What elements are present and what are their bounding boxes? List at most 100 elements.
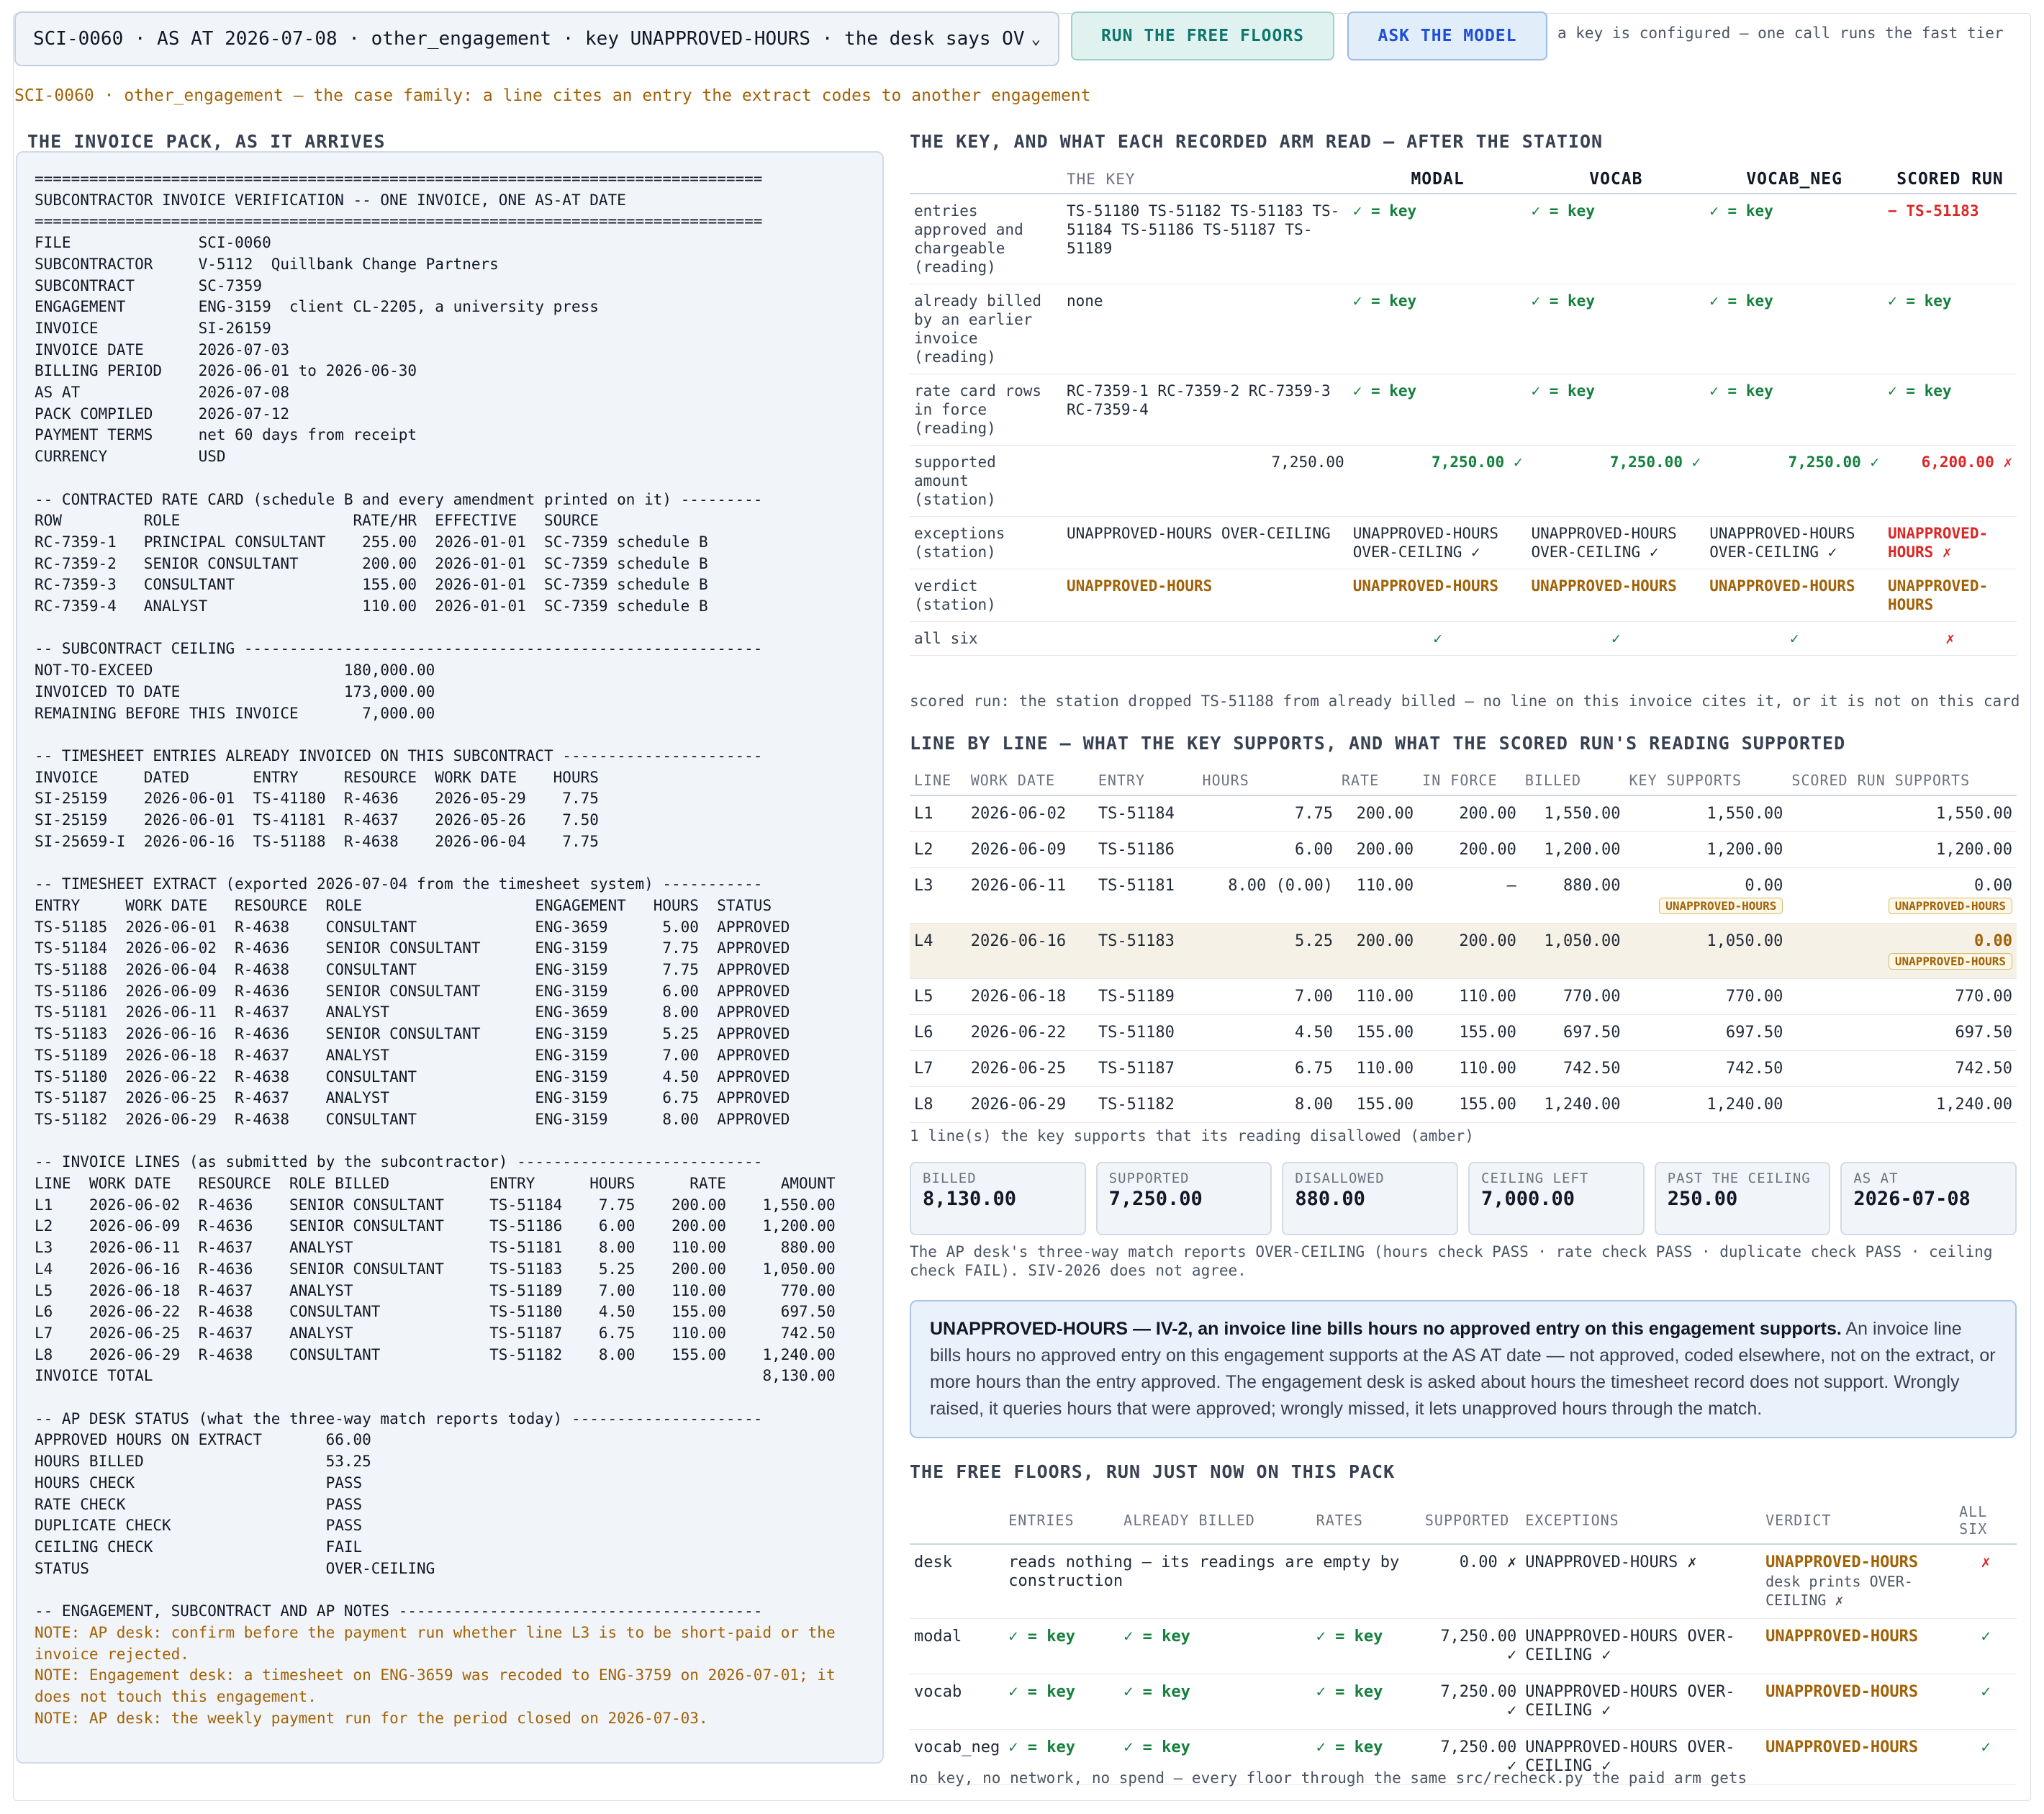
line-entry: TS-51183 <box>1093 923 1198 979</box>
floor-name: vocab <box>910 1674 1005 1730</box>
floors-heading: THE FREE FLOORS, RUN JUST NOW ON THIS PA… <box>910 1461 1396 1482</box>
line-billed: 880.00 <box>1520 867 1625 924</box>
floor-name: vocab_neg <box>910 1729 1005 1785</box>
line-date: 2026-06-02 <box>966 795 1094 832</box>
line-rate: 155.00 <box>1337 1086 1419 1123</box>
line-col-header: ENTRY <box>1093 766 1198 796</box>
line-scored-supports: 1,550.00 <box>1787 795 2017 832</box>
summary-card-value: 250.00 <box>1667 1188 1738 1210</box>
line-key-value: 1,200.00 <box>1706 841 1783 859</box>
line-line: L7 <box>910 1050 967 1087</box>
key-row-vocab: ✓ = key <box>1527 374 1706 446</box>
pack-heading: THE INVOICE PACK, AS IT ARRIVES <box>27 131 386 152</box>
line-key-supports: 742.50 <box>1624 1050 1788 1087</box>
line-hours: 5.25 <box>1198 923 1337 979</box>
line-date: 2026-06-25 <box>966 1050 1094 1087</box>
case-select[interactable]: SCI-0060 · AS AT 2026-07-08 · other_enga… <box>14 12 1059 66</box>
key-row: supported amount (station) 7,250.00 7,250.… <box>910 445 2017 517</box>
key-row-key: 7,250.00 <box>1062 445 1349 517</box>
summary-card: BILLED 8,130.00 <box>910 1162 1086 1235</box>
line-scored-supports: 0.00 UNAPPROVED-HOURS <box>1787 923 2017 979</box>
exception-callout: UNAPPROVED-HOURS — IV-2, an invoice line… <box>910 1300 2017 1438</box>
key-row-label: supported amount (station) <box>910 445 1062 517</box>
exception-pill: UNAPPROVED-HOURS <box>1888 898 2012 914</box>
line-col-header: BILLED <box>1520 766 1625 796</box>
floor-verdict: UNAPPROVED-HOURS <box>1761 1618 1955 1674</box>
key-row-scored: ✓ = key <box>1884 374 2017 446</box>
line-entry: TS-51187 <box>1093 1050 1198 1087</box>
line-date: 2026-06-22 <box>966 1014 1094 1051</box>
line-line: L3 <box>910 867 967 924</box>
line-scored-value: 742.50 <box>1955 1060 2012 1078</box>
line-key-value: 742.50 <box>1725 1060 1783 1078</box>
key-row: exceptions (station) UNAPPROVED-HOURS OVE… <box>910 516 2017 569</box>
key-row-key: UNAPPROVED-HOURS OVER-CEILING <box>1062 516 1349 569</box>
line-hours: 6.75 <box>1198 1050 1337 1087</box>
line-entry: TS-51186 <box>1093 831 1198 868</box>
line-line: L5 <box>910 978 967 1015</box>
floor-all-six: ✓ <box>1955 1729 2017 1785</box>
line-billed: 742.50 <box>1520 1050 1625 1087</box>
key-row-modal: 7,250.00 ✓ <box>1348 445 1527 517</box>
key-row-vocab-neg: ✓ = key <box>1705 374 1884 446</box>
line-key-supports: 0.00 UNAPPROVED-HOURS <box>1624 867 1788 924</box>
floor-supported: 7,250.00 ✓ <box>1420 1674 1521 1730</box>
key-row-vocab: ✓ = key <box>1527 194 1706 284</box>
summary-card-label: SUPPORTED <box>1108 1170 1190 1186</box>
summary-card-value: 7,250.00 <box>1108 1188 1203 1210</box>
key-col-key: THE KEY <box>1062 166 1349 194</box>
line-line: L1 <box>910 795 967 832</box>
line-rate: 110.00 <box>1337 1050 1419 1087</box>
key-row-label: verdict (station) <box>910 569 1062 622</box>
floor-name: desk <box>910 1544 1005 1619</box>
key-row-label: exceptions (station) <box>910 516 1062 569</box>
line-key-supports: 1,240.00 <box>1624 1086 1788 1123</box>
line-hours: 7.00 <box>1198 978 1337 1015</box>
line-rate: 110.00 <box>1337 867 1419 924</box>
line-billed: 1,240.00 <box>1520 1086 1625 1123</box>
summary-card: CEILING LEFT 7,000.00 <box>1468 1162 1645 1235</box>
key-row-modal: UNAPPROVED-HOURS OVER-CEILING ✓ <box>1348 516 1527 569</box>
line-inforce: 200.00 <box>1418 831 1521 868</box>
table-row: L7 2026-06-25 TS-51187 6.75 110.00 110.00 742.… <box>910 1050 2017 1087</box>
line-rate: 155.00 <box>1337 1014 1419 1051</box>
ask-model-button[interactable]: ASK THE MODEL <box>1347 12 1547 60</box>
key-col-modal: MODAL <box>1348 166 1527 194</box>
floor-supported: 7,250.00 ✓ <box>1420 1618 1521 1674</box>
invoice-pack[interactable]: ========================================… <box>16 151 884 1764</box>
summary-card: SUPPORTED 7,250.00 <box>1095 1162 1272 1235</box>
line-inforce: 200.00 <box>1418 923 1521 979</box>
line-col-header: IN FORCE <box>1418 766 1521 796</box>
pack-body: ========================================… <box>35 170 836 1620</box>
floor-entries: ✓ = key <box>1004 1729 1120 1785</box>
line-scored-value: 1,550.00 <box>1936 805 2012 823</box>
floor-supported: 0.00 ✗ <box>1420 1544 1521 1619</box>
run-free-floors-button[interactable]: RUN THE FREE FLOORS <box>1071 12 1334 60</box>
line-date: 2026-06-29 <box>966 1086 1094 1123</box>
key-note: a key is configured — one call runs the … <box>1557 24 2004 42</box>
floor-verdict: UNAPPROVED-HOURS <box>1761 1674 1955 1730</box>
amber-note: 1 line(s) the key supports that its read… <box>910 1127 1474 1145</box>
floor-already-billed: ✓ = key <box>1119 1674 1312 1730</box>
line-col-header: KEY SUPPORTS <box>1624 766 1788 796</box>
line-hours: 8.00 (0.00) <box>1198 867 1337 924</box>
key-row: all six ✓ ✓ ✓ ✗ <box>910 621 2017 656</box>
floor-col-header: ENTRIES <box>1004 1497 1120 1545</box>
line-line: L8 <box>910 1086 967 1123</box>
floor-col-header: RATES <box>1311 1497 1421 1545</box>
table-row: L8 2026-06-29 TS-51182 8.00 155.00 155.00 1,24… <box>910 1086 2017 1123</box>
line-line: L2 <box>910 831 967 868</box>
summary-card-value: 8,130.00 <box>923 1188 1017 1210</box>
line-entry: TS-51180 <box>1093 1014 1198 1051</box>
key-row-scored: ✗ <box>1884 621 2017 656</box>
floor-row: modal ✓ = key ✓ = key ✓ = key 7,250.00 ✓ UNAP… <box>910 1618 2017 1674</box>
key-row-vocab-neg: UNAPPROVED-HOURS OVER-CEILING ✓ <box>1705 516 1884 569</box>
line-scored-value: 770.00 <box>1955 988 2012 1006</box>
line-key-supports: 1,200.00 <box>1624 831 1788 868</box>
line-scored-value: 0.00 <box>1974 877 2012 895</box>
line-scored-value: 1,240.00 <box>1936 1096 2012 1114</box>
key-row-vocab: UNAPPROVED-HOURS OVER-CEILING ✓ <box>1527 516 1706 569</box>
table-row: L4 2026-06-16 TS-51183 5.25 200.00 200.00 1,05… <box>910 923 2017 979</box>
floor-col-header: VERDICT <box>1761 1497 1955 1545</box>
floor-entries: ✓ = key <box>1004 1618 1120 1674</box>
